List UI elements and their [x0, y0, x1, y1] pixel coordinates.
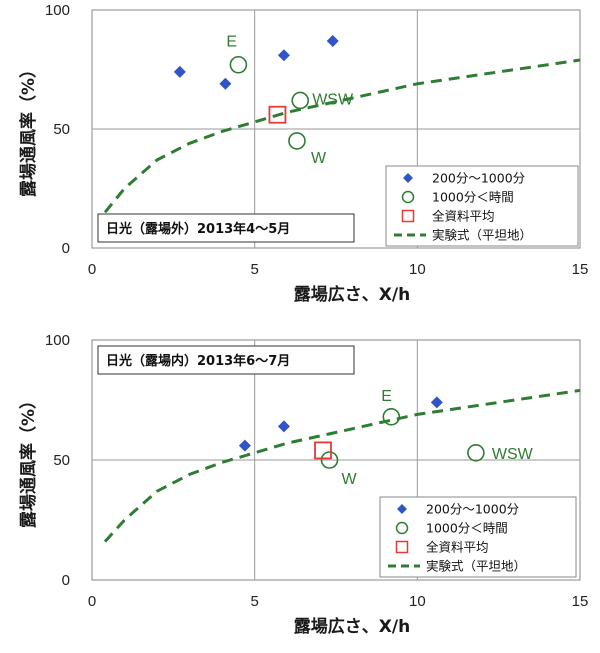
- y-tick-label: 100: [45, 332, 70, 349]
- circle-marker: [320, 451, 339, 469]
- experimental-curve-line: [103, 388, 581, 543]
- legend-square-swatch: [401, 209, 415, 223]
- point-label: WSW: [312, 91, 354, 108]
- title-box: [97, 213, 355, 243]
- legend-label: 全資料平均: [432, 209, 495, 224]
- diamond-marker: [430, 396, 443, 409]
- legend-square-swatch: [395, 540, 409, 554]
- point-label: W: [311, 150, 327, 167]
- square-marker: [314, 441, 332, 460]
- legend-label: 1000分＜時間: [432, 190, 514, 205]
- point-label: WSW: [492, 446, 534, 463]
- x-tick-label: 10: [409, 261, 426, 278]
- x-tick-label: 15: [572, 261, 589, 278]
- x-tick-label: 15: [572, 593, 589, 610]
- y-tick-label: 50: [53, 452, 70, 469]
- x-axis-label: 露場広さ、X/h: [294, 616, 410, 637]
- x-tick-label: 10: [409, 593, 426, 610]
- legend-box: [379, 496, 577, 578]
- y-tick-label: 0: [62, 572, 70, 589]
- circle-marker: [288, 132, 306, 150]
- circle-marker: [229, 55, 248, 74]
- legend-label: 200分～1000分: [426, 502, 519, 517]
- circle-marker: [467, 443, 485, 462]
- circle-marker: [382, 407, 401, 426]
- chart-title: 日光（露場内）2013年6～7月: [106, 353, 290, 369]
- x-tick-label: 5: [250, 593, 258, 610]
- legend-box: [385, 165, 579, 247]
- legend-label: 1000分＜時間: [426, 521, 508, 536]
- experimental-curve-line: [103, 58, 581, 214]
- chart-panel-1: 0 5 10 15 0 50 100 露場広さ、X/h 露場通風率（%） E WSW W 日光（露場外）…: [18, 2, 588, 305]
- chart-panel-2: 0 5 10 15 0 50 100 露場広さ、X/h 露場通風率（%） E W WSW 日光（露場内）…: [18, 332, 588, 637]
- x-tick-label: 0: [88, 593, 96, 610]
- chart-title: 日光（露場外）2013年4～5月: [106, 221, 290, 237]
- y-tick-label: 50: [53, 121, 70, 138]
- square-marker: [268, 105, 287, 124]
- legend-label: 全資料平均: [426, 540, 489, 555]
- x-tick-label: 0: [88, 261, 96, 278]
- point-label: W: [341, 471, 357, 488]
- diamond-marker: [326, 34, 339, 47]
- y-tick-label: 100: [45, 2, 70, 19]
- point-label: E: [381, 388, 392, 405]
- legend-diamond-swatch: [403, 173, 413, 183]
- x-axis-label: 露場広さ、X/h: [294, 284, 410, 305]
- circle-marker: [291, 91, 310, 110]
- diamond-marker: [277, 420, 290, 433]
- diamond-marker: [277, 49, 290, 62]
- diamond-marker: [173, 65, 186, 78]
- legend-label: 実験式（平坦地）: [426, 559, 526, 574]
- legend-label: 200分～1000分: [432, 171, 525, 186]
- legend-circle-swatch: [395, 521, 409, 535]
- y-axis-label: 露場通風率（%）: [18, 392, 39, 528]
- diamond-marker: [238, 439, 251, 452]
- y-axis-label: 露場通風率（%）: [18, 61, 39, 197]
- x-tick-label: 5: [250, 261, 258, 278]
- point-label: E: [226, 34, 237, 51]
- legend-diamond-swatch: [397, 504, 407, 514]
- y-tick-label: 0: [62, 240, 70, 257]
- legend-circle-swatch: [401, 190, 415, 204]
- legend-label: 実験式（平坦地）: [432, 228, 532, 243]
- diamond-marker: [219, 77, 232, 90]
- title-box: [97, 345, 355, 375]
